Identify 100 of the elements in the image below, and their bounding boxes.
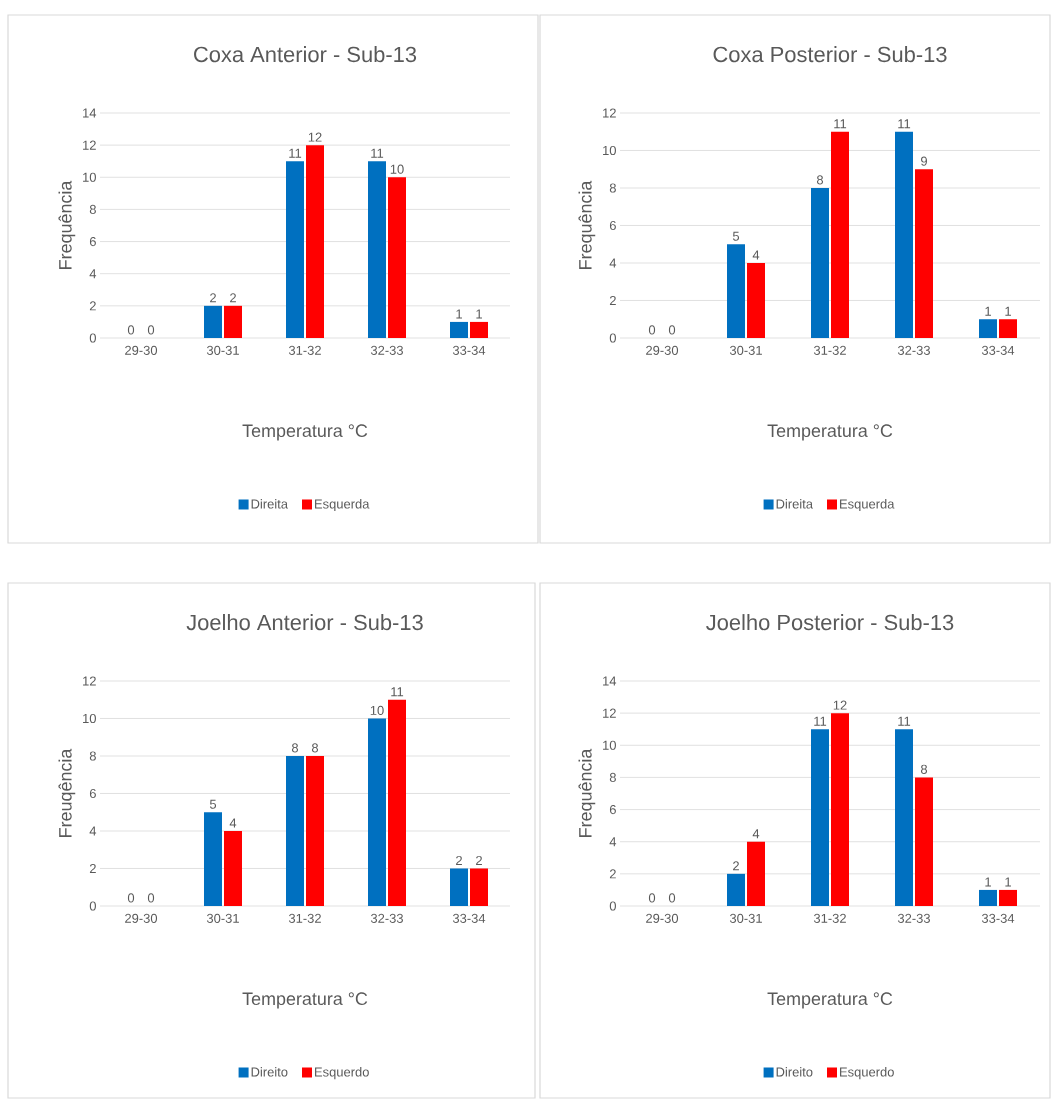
bar	[286, 161, 304, 338]
bar	[915, 169, 933, 338]
y-tick-label: 10	[83, 172, 96, 182]
bar	[204, 305, 222, 338]
y-tick-label: 10	[83, 713, 96, 724]
y-tick-label: 4	[609, 837, 617, 847]
data-label: 2	[476, 855, 482, 865]
data-label: 1	[985, 877, 991, 887]
y-tick-label: 14	[603, 676, 617, 686]
bar	[999, 319, 1017, 338]
y-tick-label: 6	[609, 804, 616, 815]
data-label: 5	[732, 231, 740, 241]
x-tick-label: 29-30	[646, 913, 679, 923]
legend-label: Esquerda	[840, 499, 895, 512]
bar	[470, 868, 488, 906]
data-label: 4	[752, 829, 760, 839]
y-tick-label: 0	[89, 333, 96, 343]
x-tick-label: 29-30	[125, 345, 158, 355]
x-axis-title: Temperatura °C	[767, 424, 893, 441]
bar	[368, 718, 386, 906]
legend-label: Direita	[251, 499, 288, 509]
legend-label: Direito	[251, 1067, 288, 1077]
bar	[999, 889, 1017, 906]
data-label: 4	[229, 818, 237, 828]
x-tick-label: 29-30	[125, 913, 158, 923]
x-tick-label: 31-32	[813, 345, 846, 355]
y-tick-label: 0	[89, 901, 96, 911]
data-label: 0	[648, 325, 656, 335]
x-tick-label: 33-34	[452, 345, 486, 355]
data-label: 0	[668, 893, 676, 903]
y-tick-label: 8	[89, 204, 96, 214]
data-label: 1	[456, 309, 462, 319]
data-label: 11	[814, 716, 827, 726]
data-label: 12	[833, 700, 847, 710]
legend-label: Direito	[776, 1067, 813, 1077]
y-tick-label: 12	[83, 140, 96, 150]
y-tick-label: 10	[603, 740, 616, 750]
x-tick-label: 30-31	[206, 913, 239, 923]
x-tick-label: 32-33	[897, 345, 930, 355]
data-label: 0	[127, 325, 135, 335]
y-tick-label: 8	[609, 772, 616, 783]
y-axis-title: Freuqência	[58, 748, 76, 837]
bar	[224, 831, 242, 906]
data-label: 8	[816, 175, 824, 185]
data-label: 11	[898, 119, 911, 129]
bar	[895, 729, 913, 906]
chart-title: Joelho Anterior - Sub-13	[186, 614, 423, 631]
x-axis-title: Temperatura °C	[242, 424, 368, 441]
data-label: 4	[752, 250, 760, 260]
bar	[450, 868, 468, 906]
bar	[306, 145, 324, 338]
data-label: 1	[1005, 877, 1011, 887]
bar	[979, 319, 997, 338]
bar	[388, 699, 406, 906]
bar	[895, 131, 913, 338]
y-tick-label: 4	[609, 258, 617, 268]
legend-label: Esquerdo	[315, 1067, 369, 1080]
y-tick-label: 12	[603, 108, 616, 118]
bar	[811, 187, 829, 338]
y-tick-label: 2	[609, 869, 616, 879]
data-label: 11	[391, 687, 404, 697]
bar	[204, 812, 222, 906]
data-label: 1	[476, 309, 482, 319]
x-tick-label: 32-33	[897, 913, 930, 923]
bar	[368, 161, 386, 338]
x-tick-label: 33-34	[452, 913, 486, 923]
chart-title: Coxa Posterior - Sub-13	[713, 46, 947, 63]
bar	[747, 841, 765, 906]
data-label: 11	[834, 119, 847, 129]
data-label: 11	[898, 716, 911, 726]
data-label: 8	[291, 743, 299, 753]
bar	[727, 873, 745, 906]
y-tick-label: 0	[609, 333, 616, 343]
legend-label: Esquerda	[315, 499, 370, 512]
x-tick-label: 33-34	[981, 913, 1015, 923]
y-tick-label: 8	[89, 751, 96, 761]
bar	[915, 777, 933, 906]
x-axis-title: Temperatura °C	[767, 992, 893, 1009]
data-label: 10	[370, 705, 384, 715]
y-tick-label: 0	[609, 901, 616, 911]
y-axis-title: Frequência	[58, 180, 76, 269]
y-tick-label: 8	[609, 183, 616, 193]
y-tick-label: 2	[89, 301, 96, 311]
bar	[831, 713, 849, 906]
x-tick-label: 30-31	[729, 345, 762, 355]
data-label: 10	[390, 164, 404, 174]
x-tick-label: 32-33	[370, 913, 403, 923]
x-tick-label: 32-33	[370, 345, 403, 355]
chart-title: Joelho Posterior - Sub-13	[706, 614, 954, 631]
x-tick-label: 31-32	[288, 345, 321, 355]
x-tick-label: 30-31	[729, 913, 762, 923]
data-label: 2	[733, 861, 739, 871]
y-axis-title: Frequência	[578, 180, 596, 269]
y-tick-label: 10	[603, 145, 616, 156]
y-tick-label: 4	[89, 826, 97, 836]
bar	[727, 244, 745, 338]
x-tick-label: 31-32	[288, 913, 321, 923]
y-tick-label: 6	[89, 788, 96, 799]
bar	[979, 889, 997, 906]
data-label: 11	[289, 148, 302, 158]
